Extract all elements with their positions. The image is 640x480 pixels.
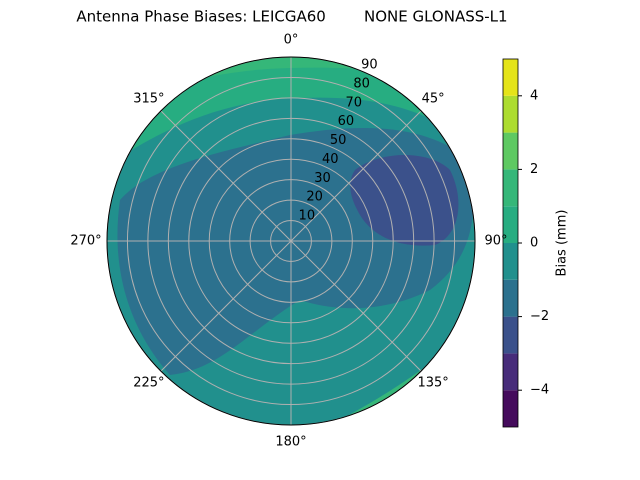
r-tick-label: 20 xyxy=(306,190,323,205)
angle-tick-label: 180° xyxy=(275,435,306,450)
angle-tick-label: 45° xyxy=(422,91,445,106)
r-tick-label: 70 xyxy=(345,95,362,110)
colorbar-band xyxy=(503,390,518,427)
colorbar-band xyxy=(503,316,518,354)
angle-tick-label: 315° xyxy=(133,91,164,106)
colorbar-band xyxy=(503,206,518,243)
angle-tick-label: 0° xyxy=(284,33,299,48)
colorbar-tick-label: 4 xyxy=(530,88,538,103)
r-tick-label: 10 xyxy=(299,209,316,224)
colorbar-band xyxy=(503,59,518,96)
r-tick-label: 50 xyxy=(330,133,347,148)
r-tick-label: 80 xyxy=(353,76,370,91)
grid-spoke xyxy=(290,110,422,242)
angle-tick-label: 90° xyxy=(484,234,507,249)
r-tick-label: 40 xyxy=(322,152,339,167)
colorbar-band xyxy=(503,243,518,280)
r-tick-label: 90 xyxy=(361,58,378,73)
angle-tick-label: 270° xyxy=(70,234,101,249)
polar-frame xyxy=(106,56,476,426)
angle-tick-label: 225° xyxy=(133,376,164,391)
colorbar-band xyxy=(503,132,518,170)
grid-spoke xyxy=(290,240,422,372)
r-tick-label: 60 xyxy=(338,114,355,129)
grid-spoke xyxy=(160,240,292,372)
colorbar-band xyxy=(503,169,518,207)
colorbar-tick-label: 2 xyxy=(530,162,538,177)
colorbar-band xyxy=(503,279,518,317)
colorbar-band xyxy=(503,353,518,391)
angle-tick-label: 135° xyxy=(417,376,448,391)
colorbar-label: Bias (mm) xyxy=(555,210,570,277)
colorbar-tick-label: −2 xyxy=(530,309,549,324)
chart-title: Antenna Phase Biases: LEICGA60 NONE GLON… xyxy=(76,8,507,26)
grid-spoke xyxy=(160,110,292,242)
r-tick-label: 30 xyxy=(314,171,331,186)
colorbar-tick-label: 0 xyxy=(530,236,538,251)
colorbar-tick-label: −4 xyxy=(530,383,549,398)
colorbar-band xyxy=(503,95,518,133)
